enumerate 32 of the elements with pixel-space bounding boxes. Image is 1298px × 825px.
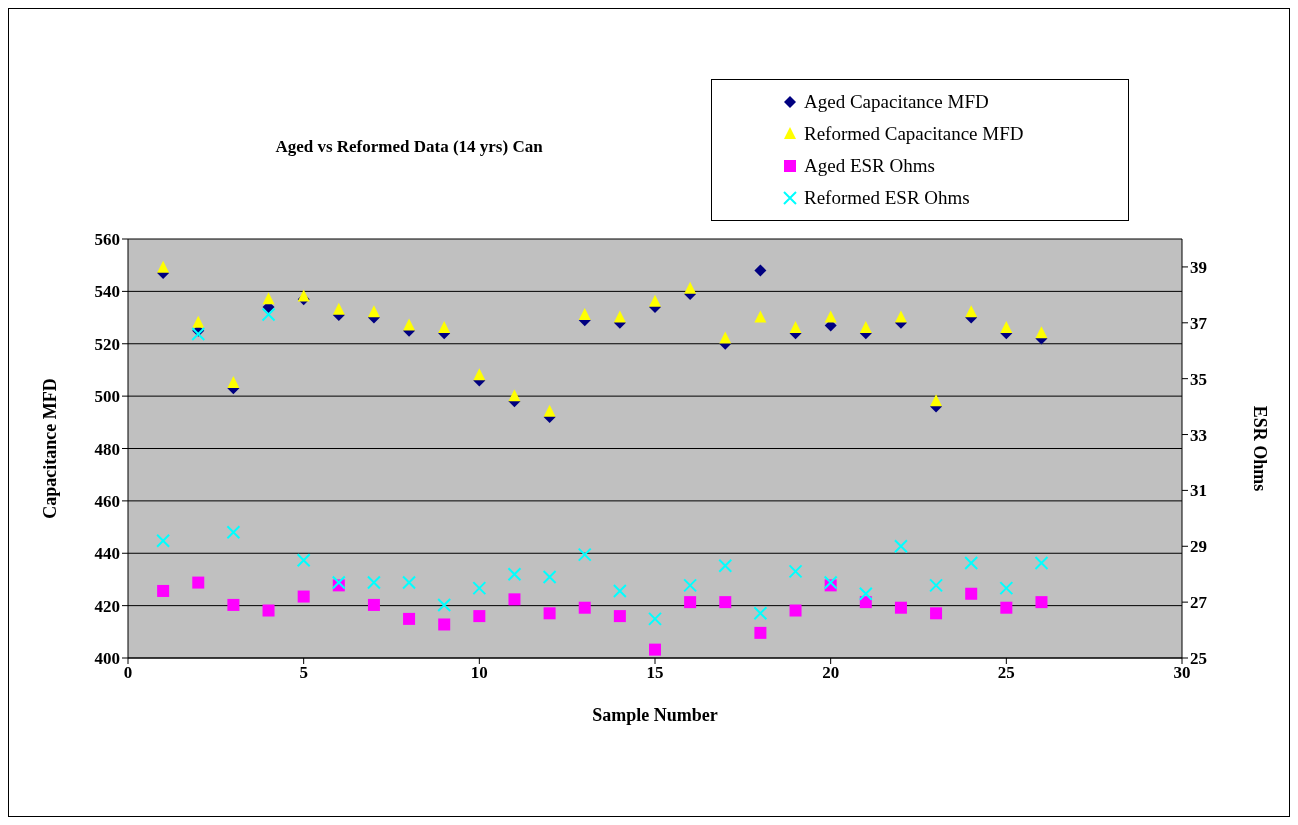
y2-tick-label: 27 — [1190, 593, 1208, 613]
y-tick-label: 460 — [94, 491, 120, 511]
y2-tick-label: 25 — [1190, 649, 1207, 669]
y2-tick-label: 37 — [1190, 313, 1208, 333]
x-tick-label: 15 — [646, 663, 664, 683]
y2-axis-title: ESR Ohms — [1249, 405, 1270, 492]
x-tick-label: 0 — [123, 663, 133, 683]
y2-tick-label: 35 — [1190, 369, 1207, 389]
y2-tick-label: 29 — [1190, 537, 1207, 557]
y2-tick-label: 31 — [1190, 481, 1207, 501]
y-tick-label: 560 — [94, 230, 120, 250]
y-tick-label: 400 — [94, 649, 120, 669]
y2-tick-label: 39 — [1190, 257, 1207, 277]
x-tick-label: 5 — [299, 663, 308, 683]
y-tick-label: 500 — [94, 387, 120, 407]
y-tick-label: 520 — [94, 334, 120, 354]
y-tick-label: 480 — [94, 439, 120, 459]
chart-title: Aged vs Reformed Data (14 yrs) Can — [274, 137, 544, 157]
x-tick-label: 25 — [997, 663, 1015, 683]
y2-tick-label: 33 — [1190, 425, 1207, 445]
y-tick-label: 420 — [94, 596, 120, 616]
x-tick-label: 30 — [1173, 663, 1191, 683]
y-axis-title: Capacitance MFD — [40, 378, 61, 519]
y-tick-label: 440 — [94, 544, 120, 564]
legend-label: Reformed Capacitance MFD — [804, 123, 1024, 145]
x-axis-title: Sample Number — [592, 704, 718, 725]
legend-label: Aged ESR Ohms — [804, 155, 935, 177]
legend-label: Aged Capacitance MFD — [804, 91, 989, 113]
legend-label: Reformed ESR Ohms — [804, 187, 970, 209]
x-tick-label: 10 — [470, 663, 488, 683]
x-tick-label: 20 — [822, 663, 840, 683]
y-tick-label: 540 — [94, 282, 120, 302]
